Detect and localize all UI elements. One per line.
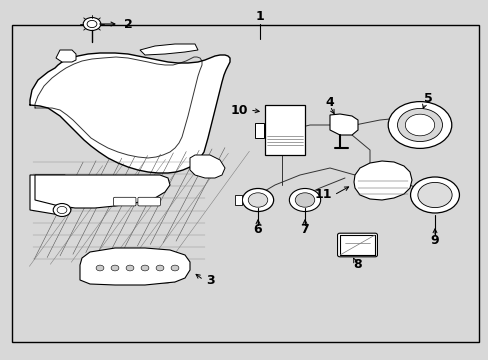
Bar <box>255 122 264 138</box>
Text: 2: 2 <box>123 18 132 31</box>
Circle shape <box>171 265 179 271</box>
Text: 11: 11 <box>314 189 331 202</box>
FancyBboxPatch shape <box>337 233 377 257</box>
Circle shape <box>126 265 134 271</box>
Polygon shape <box>329 114 357 135</box>
Polygon shape <box>30 175 65 215</box>
Circle shape <box>417 183 451 208</box>
Circle shape <box>83 18 101 31</box>
Circle shape <box>387 102 451 148</box>
Polygon shape <box>234 195 242 206</box>
Polygon shape <box>80 248 190 285</box>
Circle shape <box>289 189 320 212</box>
Circle shape <box>156 265 163 271</box>
Text: 1: 1 <box>255 9 264 22</box>
Circle shape <box>96 265 103 271</box>
Text: 5: 5 <box>423 91 431 104</box>
Circle shape <box>141 265 149 271</box>
Text: 6: 6 <box>253 224 262 237</box>
Polygon shape <box>56 50 76 62</box>
Polygon shape <box>35 175 170 208</box>
Circle shape <box>53 203 71 216</box>
Polygon shape <box>140 44 198 55</box>
Circle shape <box>405 114 434 136</box>
FancyBboxPatch shape <box>113 197 136 206</box>
Text: 10: 10 <box>230 104 247 117</box>
Polygon shape <box>30 53 229 173</box>
Bar <box>12 25 478 342</box>
Circle shape <box>397 108 442 141</box>
Text: 9: 9 <box>430 234 438 247</box>
Circle shape <box>242 189 273 212</box>
Circle shape <box>111 265 119 271</box>
Text: 8: 8 <box>353 258 362 271</box>
Circle shape <box>410 177 459 213</box>
Bar <box>264 105 305 155</box>
Text: 4: 4 <box>325 95 334 108</box>
Circle shape <box>295 193 314 207</box>
FancyBboxPatch shape <box>138 197 160 206</box>
Text: 3: 3 <box>205 274 214 287</box>
Polygon shape <box>353 161 411 200</box>
Text: 7: 7 <box>300 224 309 237</box>
Polygon shape <box>190 155 224 178</box>
Circle shape <box>248 193 267 207</box>
